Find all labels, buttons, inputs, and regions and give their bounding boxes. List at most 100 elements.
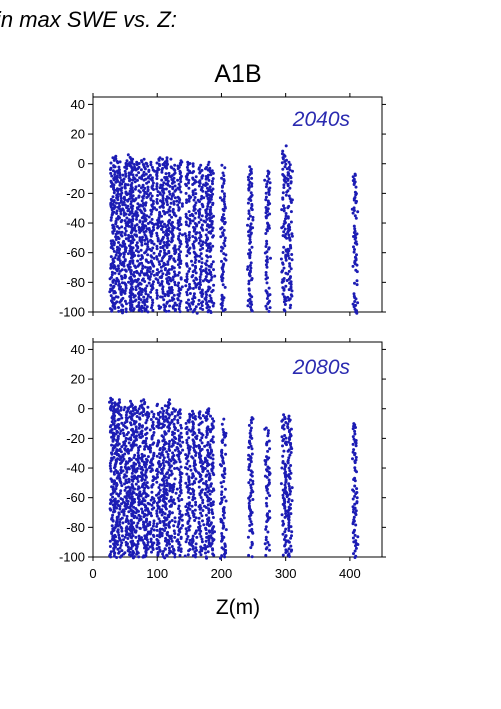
data-point	[250, 184, 254, 188]
data-point	[282, 230, 286, 234]
data-point	[129, 220, 133, 224]
data-point	[178, 185, 182, 189]
data-point	[146, 185, 150, 189]
data-point	[109, 216, 113, 220]
data-point	[185, 264, 189, 268]
data-point	[115, 484, 118, 488]
data-point	[184, 532, 188, 536]
data-point	[172, 482, 176, 486]
data-point	[129, 183, 133, 187]
data-point	[120, 234, 124, 238]
data-point	[183, 554, 187, 558]
panel-label: 2040s	[292, 108, 351, 131]
data-point	[165, 478, 169, 482]
data-point	[144, 495, 148, 499]
data-point	[149, 272, 153, 276]
data-point	[211, 531, 214, 535]
data-point	[247, 553, 251, 557]
data-point	[287, 540, 291, 544]
data-point	[191, 270, 195, 274]
data-point	[211, 260, 215, 264]
data-point	[180, 285, 184, 289]
data-point	[173, 516, 177, 520]
data-point	[112, 297, 116, 301]
data-point	[220, 532, 224, 535]
data-point	[158, 242, 162, 246]
data-point	[191, 235, 195, 238]
data-point	[286, 216, 290, 220]
data-point	[165, 493, 169, 497]
data-point	[246, 175, 250, 179]
data-point	[204, 418, 208, 422]
data-point	[222, 192, 226, 196]
data-point	[208, 492, 212, 496]
data-point	[191, 190, 195, 194]
data-point	[198, 248, 202, 252]
data-point	[354, 297, 358, 301]
data-point	[199, 438, 202, 442]
data-point	[131, 241, 135, 244]
data-point	[119, 465, 123, 469]
data-point	[130, 544, 134, 548]
data-point	[119, 189, 123, 192]
data-point	[198, 239, 202, 243]
data-point	[160, 280, 164, 283]
data-point	[161, 439, 165, 443]
data-point	[161, 285, 165, 289]
data-point	[223, 285, 227, 289]
data-point	[163, 529, 166, 533]
data-point	[284, 480, 288, 484]
data-point	[186, 467, 190, 471]
data-point	[178, 172, 182, 176]
data-point	[149, 511, 153, 515]
data-point	[132, 516, 136, 520]
data-point	[204, 506, 208, 509]
data-point	[221, 270, 225, 274]
data-point	[267, 247, 271, 251]
data-point	[112, 249, 116, 253]
data-point	[194, 451, 198, 455]
data-point	[117, 417, 121, 421]
data-point	[171, 451, 175, 455]
data-point	[191, 193, 195, 197]
data-point	[151, 308, 155, 312]
data-point	[133, 198, 137, 202]
data-point	[125, 496, 129, 500]
data-point	[127, 451, 130, 455]
data-point	[117, 551, 121, 555]
data-point	[194, 454, 198, 457]
data-point	[173, 280, 177, 284]
data-point	[213, 274, 217, 278]
data-point	[209, 190, 213, 194]
data-point	[120, 288, 124, 291]
data-point	[171, 433, 174, 437]
data-point	[155, 234, 159, 238]
data-point	[179, 550, 183, 553]
data-point	[112, 416, 116, 420]
data-point	[352, 507, 356, 511]
data-point	[122, 509, 126, 513]
data-point	[187, 269, 191, 273]
data-point	[222, 430, 226, 434]
data-point	[192, 209, 196, 212]
data-point	[123, 291, 127, 295]
data-point	[132, 270, 136, 274]
data-point	[145, 418, 149, 422]
data-point	[187, 233, 191, 237]
data-point	[281, 197, 285, 201]
data-point	[248, 524, 252, 527]
data-point	[150, 507, 154, 511]
data-point	[200, 295, 204, 298]
data-point	[179, 423, 183, 427]
data-point	[352, 245, 355, 249]
data-point	[149, 540, 153, 544]
data-point	[146, 416, 150, 420]
data-point	[353, 248, 356, 251]
data-point	[191, 164, 195, 168]
data-point	[130, 529, 134, 533]
data-point	[140, 243, 144, 247]
data-point	[112, 191, 116, 195]
data-point	[152, 497, 156, 501]
data-point	[150, 410, 154, 414]
